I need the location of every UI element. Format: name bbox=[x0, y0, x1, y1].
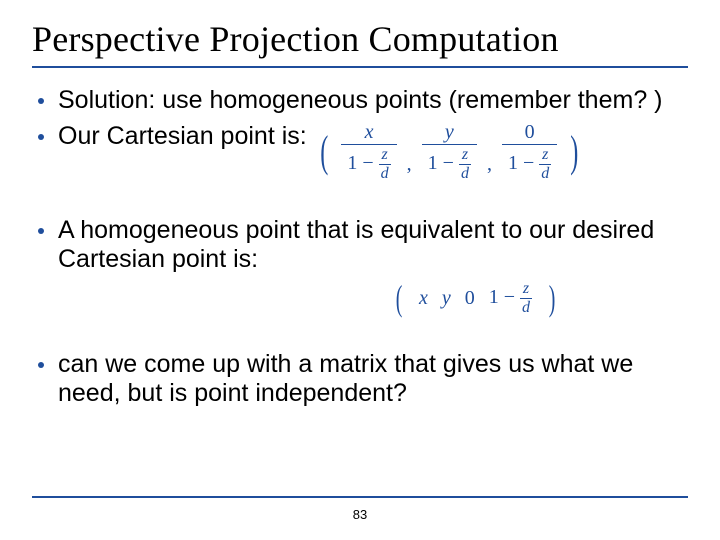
footer-rule bbox=[32, 496, 688, 498]
frac-den: 1 − z d bbox=[341, 144, 396, 182]
subfrac-den: d bbox=[520, 298, 532, 316]
subfrac-num: z bbox=[521, 281, 531, 298]
frac-num: 0 bbox=[519, 122, 541, 144]
homogeneous-point-formula: ( x y 0 1 − z d ) bbox=[393, 281, 558, 316]
bullet-dot-icon bbox=[38, 228, 44, 234]
row-item-2: y bbox=[442, 287, 451, 310]
frac-den: 1 − z d bbox=[502, 144, 557, 182]
frac-num: y bbox=[439, 122, 460, 144]
frac-num: x bbox=[359, 122, 380, 144]
den-prefix: 1 − bbox=[508, 152, 534, 174]
page-title: Perspective Projection Computation bbox=[32, 18, 688, 68]
comma: , bbox=[487, 153, 492, 182]
den-prefix: 1 − bbox=[347, 152, 373, 174]
page-number: 83 bbox=[0, 507, 720, 522]
tail-prefix: 1 − bbox=[489, 286, 515, 308]
homogeneous-point-formula-wrap: ( x y 0 1 − z d ) bbox=[88, 281, 688, 316]
comma: , bbox=[407, 153, 412, 182]
subfrac: z d bbox=[459, 147, 471, 182]
bullet-3: A homogeneous point that is equivalent t… bbox=[32, 216, 688, 275]
bullet-4: can we come up with a matrix that gives … bbox=[32, 350, 688, 409]
bullet-dot-icon bbox=[38, 134, 44, 140]
left-paren-icon: ( bbox=[396, 282, 403, 314]
row-item-1: x bbox=[419, 287, 428, 310]
frac-den: 1 − z d bbox=[422, 144, 477, 182]
den-prefix: 1 − bbox=[428, 152, 454, 174]
cartesian-point-formula: ( x 1 − z d , y bbox=[317, 122, 582, 182]
slide: Perspective Projection Computation Solut… bbox=[0, 0, 720, 540]
row-item-3: 0 bbox=[465, 287, 475, 310]
row-item-4: 1 − z d bbox=[489, 281, 532, 316]
bullet-group-3: can we come up with a matrix that gives … bbox=[32, 350, 688, 409]
subfrac-num: z bbox=[380, 147, 390, 164]
frac-term-1: x 1 − z d bbox=[341, 122, 396, 182]
subfrac-num: z bbox=[540, 147, 550, 164]
bullet-group-2: A homogeneous point that is equivalent t… bbox=[32, 216, 688, 316]
slide-body: Solution: use homogeneous points (rememb… bbox=[32, 86, 688, 526]
subfrac: z d bbox=[520, 281, 532, 316]
bullet-dot-icon bbox=[38, 362, 44, 368]
bullet-1: Solution: use homogeneous points (rememb… bbox=[32, 86, 688, 116]
right-paren-icon: ) bbox=[549, 282, 556, 314]
bullet-dot-icon bbox=[38, 98, 44, 104]
subfrac-den: d bbox=[459, 164, 471, 182]
frac-term-2: y 1 − z d bbox=[422, 122, 477, 182]
bullet-2-text: Our Cartesian point is: bbox=[58, 122, 307, 152]
subfrac-num: z bbox=[460, 147, 470, 164]
subfrac: z d bbox=[379, 147, 391, 182]
subfrac-den: d bbox=[539, 164, 551, 182]
bullet-4-text: can we come up with a matrix that gives … bbox=[58, 350, 688, 409]
bullet-2: Our Cartesian point is: ( x 1 − z d bbox=[32, 122, 688, 182]
frac-term-3: 0 1 − z d bbox=[502, 122, 557, 182]
bullet-3-text: A homogeneous point that is equivalent t… bbox=[58, 216, 688, 275]
left-paren-icon: ( bbox=[320, 132, 328, 172]
subfrac-den: d bbox=[379, 164, 391, 182]
bullet-group-1: Solution: use homogeneous points (rememb… bbox=[32, 86, 688, 182]
right-paren-icon: ) bbox=[571, 132, 579, 172]
subfrac: z d bbox=[539, 147, 551, 182]
bullet-1-text: Solution: use homogeneous points (rememb… bbox=[58, 86, 663, 116]
